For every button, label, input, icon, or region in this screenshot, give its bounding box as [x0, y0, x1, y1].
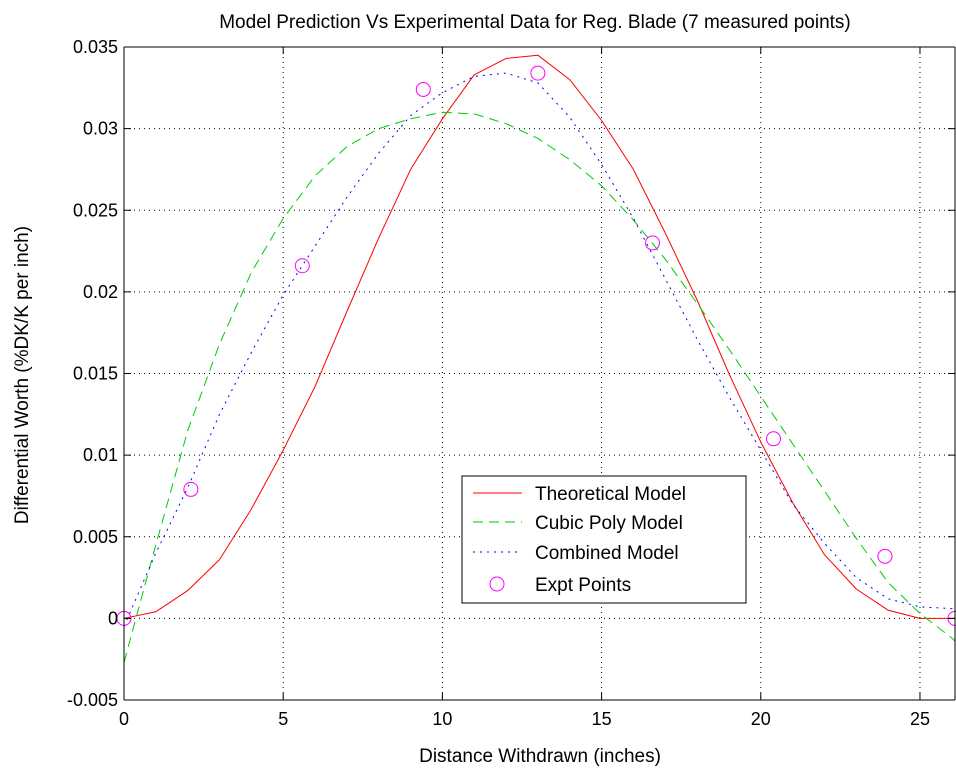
legend-label-expt: Expt Points [535, 575, 631, 596]
x-tick-label: 5 [278, 709, 288, 729]
expt-point [294, 258, 310, 274]
expt-point [877, 548, 893, 564]
axis-ticks: 0 5 10 15 20 25-0.00500.0050.010.0150.020.025… [67, 37, 955, 729]
y-tick-label: 0.015 [73, 364, 118, 384]
legend-label-combined: Combined Model [535, 543, 679, 564]
legend: Theoretical Model Cubic Poly Model Combi… [461, 475, 747, 604]
y-tick-label: -0.005 [67, 690, 118, 710]
legend-box [461, 475, 747, 604]
x-tick-label: 25 [910, 709, 930, 729]
expt-point [183, 481, 199, 497]
series-lines [123, 54, 956, 663]
y-tick-label: 0.025 [73, 200, 118, 220]
x-tick-label: 20 [751, 709, 771, 729]
cubic-poly-model-line [123, 111, 956, 663]
y-axis-title: Differential Worth (%DK/K per inch) [12, 226, 33, 524]
legend-label-theoretical: Theoretical Model [535, 484, 686, 505]
x-tick-label: 10 [432, 709, 452, 729]
expt-point [530, 65, 546, 81]
y-tick-label: 0.01 [83, 445, 118, 465]
y-tick-label: 0.02 [83, 282, 118, 302]
chart-title: Model Prediction Vs Experimental Data fo… [219, 12, 851, 33]
legend-label-cubic: Cubic Poly Model [535, 513, 683, 534]
expt-point [766, 431, 782, 447]
combined-model-line [123, 72, 955, 627]
x-tick-label: 0 [119, 709, 129, 729]
expt-point [415, 81, 431, 97]
x-tick-label: 15 [592, 709, 612, 729]
y-tick-label: 0.03 [83, 119, 118, 139]
y-tick-label: 0 [108, 608, 118, 628]
expt-point [645, 235, 661, 251]
y-tick-label: 0.035 [73, 37, 118, 57]
legend-swatch-expt [489, 576, 505, 592]
y-tick-label: 0.005 [73, 527, 118, 547]
x-axis-title: Distance Withdrawn (inches) [419, 746, 661, 767]
theoretical-model-line [123, 54, 955, 619]
